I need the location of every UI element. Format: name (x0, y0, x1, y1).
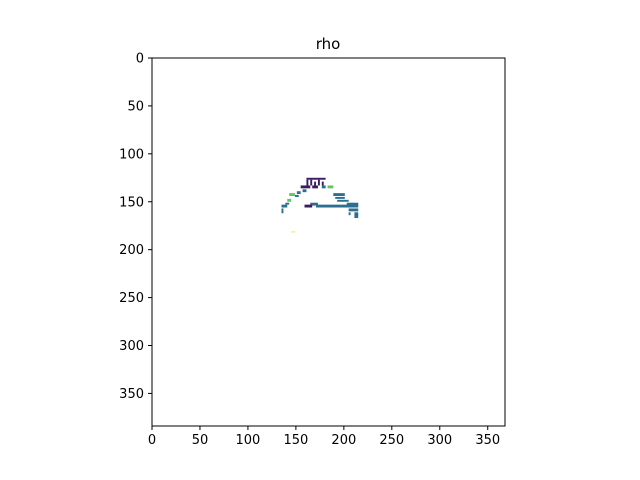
plot-frame (151, 57, 506, 427)
heatmap-cell (327, 185, 334, 189)
heatmap-cell (321, 185, 326, 189)
x-tick-label: 0 (148, 433, 156, 448)
plot-area (152, 58, 505, 426)
heatmap-cell (346, 202, 359, 206)
heatmap-cell (333, 193, 345, 197)
x-tick-label: 200 (331, 433, 356, 448)
x-tick-label: 350 (475, 433, 500, 448)
y-tick-label: 150 (119, 195, 144, 210)
heatmap-cell (285, 202, 290, 205)
heatmap-cell (348, 208, 359, 212)
y-tick-label: 250 (119, 291, 144, 306)
heatmap-cell (312, 185, 318, 189)
y-tick-label: 350 (119, 387, 144, 402)
heatmap-cell (310, 179, 313, 186)
heatmap-cell (281, 204, 288, 208)
x-tick-label: 300 (427, 433, 452, 448)
heatmap-cell (306, 179, 309, 188)
y-tick-label: 300 (119, 339, 144, 354)
y-tick-label: 50 (127, 99, 144, 114)
y-tick-label: 200 (119, 243, 144, 258)
x-tick-label: 100 (236, 433, 261, 448)
heatmap-cell (302, 189, 307, 193)
x-tick-label: 150 (283, 433, 308, 448)
y-axis: 0 50 100 150 200 250 300 350 (119, 52, 152, 402)
heatmap-cell (306, 177, 326, 180)
x-tick-label: 50 (192, 433, 209, 448)
heatmap-cell (314, 181, 317, 186)
heatmap-cell (281, 208, 284, 214)
x-axis: 0 50 100 150 200 250 300 350 (148, 426, 500, 448)
heatmap-cell (317, 179, 320, 186)
heatmap-cell (335, 196, 345, 199)
heatmap-cell (296, 191, 301, 195)
y-tick-label: 100 (119, 147, 144, 162)
heatmap-cell (337, 199, 349, 202)
heatmap-cell (348, 212, 351, 216)
heatmap-cell (294, 195, 299, 197)
x-tick-label: 250 (379, 433, 404, 448)
y-tick-label: 0 (136, 52, 144, 67)
heatmap-cell (310, 202, 318, 206)
plot-background (152, 58, 505, 426)
heatmap-cell (304, 204, 313, 208)
chart-title: rho (316, 35, 341, 53)
heatmap-cell (291, 231, 295, 233)
heatmap-cell (289, 193, 295, 197)
heatmap-cell (287, 198, 292, 202)
heatmap-cell (354, 212, 359, 219)
heatmap-cell (300, 185, 311, 189)
heatmap-cell (316, 204, 359, 208)
heatmap-cell (321, 181, 324, 186)
